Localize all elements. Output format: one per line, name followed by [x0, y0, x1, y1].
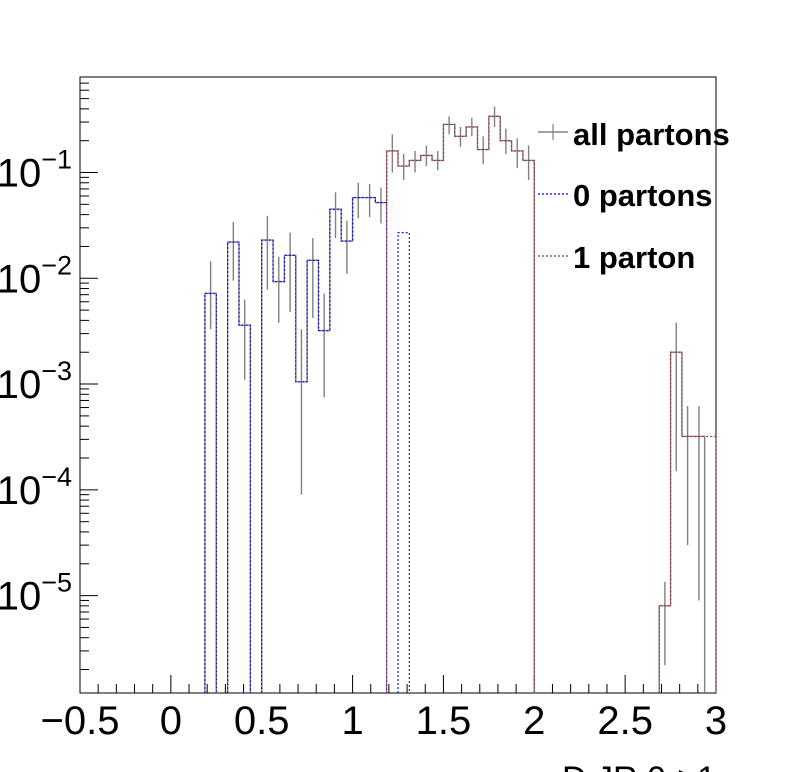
- series-layer: [204, 106, 717, 693]
- series-outline-1: [204, 196, 410, 693]
- series-outline-2: [386, 115, 717, 693]
- x-tick-label: 3: [705, 699, 727, 743]
- x-tick-label: −0.5: [41, 699, 120, 743]
- x-axis-label: D JR 0->1: [562, 760, 716, 772]
- x-tick-label: 0.5: [234, 699, 290, 743]
- x-tick-label: 0: [160, 699, 182, 743]
- legend-label-0-partons: 0 partons: [573, 178, 713, 213]
- axis-ticks: [79, 76, 717, 693]
- x-tick-label: 2: [523, 699, 545, 743]
- x-tick-label: 1.5: [416, 699, 472, 743]
- y-tick-label: 10−5: [0, 568, 72, 619]
- tick-labels: −0.5 0 0.5 1 1.5 2 2.5 3 10−5 10−4 10−3 10−2 10−1: [0, 145, 727, 743]
- y-tick-label: 10−3: [0, 356, 72, 407]
- y-tick-label: 10−1: [0, 145, 72, 196]
- y-tick-label: 10−2: [0, 250, 72, 301]
- legend-label-1-parton: 1 parton: [573, 240, 695, 275]
- legend: all partons 0 partons 1 parton: [538, 117, 730, 275]
- legend-label-all-partons: all partons: [573, 117, 730, 152]
- y-tick-label: 10−4: [0, 462, 72, 513]
- x-tick-label: 1: [341, 699, 363, 743]
- x-tick-label: 2.5: [597, 699, 653, 743]
